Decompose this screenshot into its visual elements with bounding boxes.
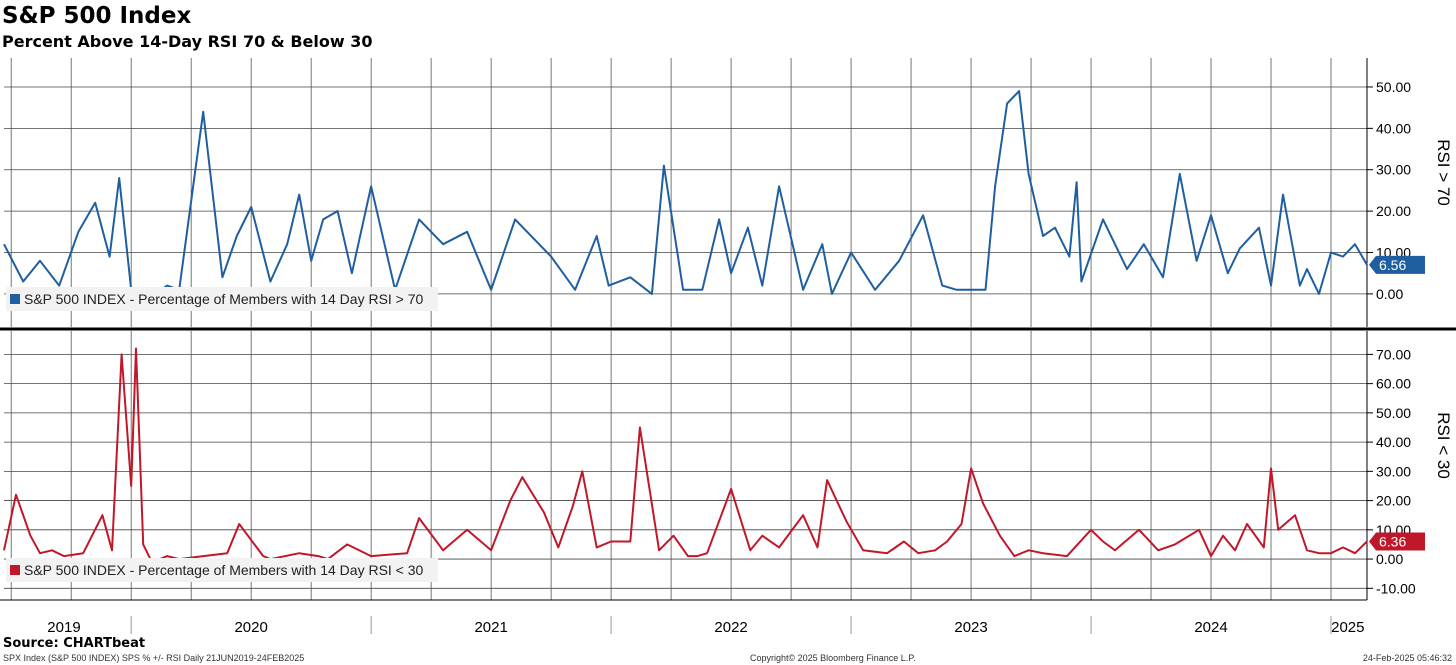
last-value-bg xyxy=(1369,532,1425,551)
y-tick-label: 50.00 xyxy=(1376,79,1411,95)
source-label: Source: CHARTbeat xyxy=(3,636,146,651)
y-tick-label: 60.00 xyxy=(1376,376,1411,392)
y-tick-label: 50.00 xyxy=(1376,405,1411,421)
x-tick-label: 2021 xyxy=(474,619,507,636)
last-value-tag-upper: 6.56 xyxy=(1369,255,1425,274)
last-value-text: 6.36 xyxy=(1379,534,1406,550)
series-line-upper xyxy=(3,90,1368,295)
x-tick-label: 2023 xyxy=(954,619,987,636)
x-tick-label: 2024 xyxy=(1194,619,1227,636)
y-tick-label: -10.00 xyxy=(1376,580,1416,596)
legend-upper: S&P 500 INDEX - Percentage of Members wi… xyxy=(6,287,438,311)
y-axis-title: RSI < 30 xyxy=(1434,412,1453,479)
x-axis: 2019 2020 2021 2022 2023 2024 2025 xyxy=(0,599,1367,636)
last-value-bg xyxy=(1369,255,1425,274)
y-axis-title: RSI > 70 xyxy=(1434,139,1453,206)
y-tick-label: 70.00 xyxy=(1376,346,1411,362)
panel-lower: -10.000.0010.0020.0030.0040.0050.0060.00… xyxy=(3,331,1453,600)
y-tick-label: 0.00 xyxy=(1376,551,1403,567)
x-tick-label: 2022 xyxy=(714,619,747,636)
y-tick-label: 40.00 xyxy=(1376,434,1411,450)
x-tick-label: 2025 xyxy=(1331,619,1364,636)
chart-title: S&P 500 Index xyxy=(2,3,192,29)
y-tick-label: 30.00 xyxy=(1376,463,1411,479)
last-value-tag-lower: 6.36 xyxy=(1369,532,1425,551)
y-tick-label: 20.00 xyxy=(1376,493,1411,509)
legend-label: S&P 500 INDEX - Percentage of Members wi… xyxy=(24,291,424,307)
footer-copyright: Copyright© 2025 Bloomberg Finance L.P. xyxy=(750,653,916,663)
legend-bg xyxy=(6,558,438,582)
footer-timestamp: 24-Feb-2025 05:46:32 xyxy=(1362,653,1452,663)
y-tick-label: 0.00 xyxy=(1376,286,1403,302)
y-tick-label: 40.00 xyxy=(1376,120,1411,136)
last-value-text: 6.56 xyxy=(1379,257,1406,273)
x-tick-label: 2020 xyxy=(234,619,267,636)
chart-subtitle: Percent Above 14-Day RSI 70 & Below 30 xyxy=(2,32,373,51)
x-tick-label: 2019 xyxy=(47,619,80,636)
legend-label: S&P 500 INDEX - Percentage of Members wi… xyxy=(24,562,424,578)
legend-swatch xyxy=(10,565,20,575)
series-line-lower xyxy=(3,347,1368,561)
legend-bg xyxy=(6,287,438,311)
y-tick-label: 20.00 xyxy=(1376,203,1411,219)
footer-left: SPX Index (S&P 500 INDEX) SPS % +/- RSI … xyxy=(3,653,305,663)
legend-swatch xyxy=(10,294,20,304)
legend-lower: S&P 500 INDEX - Percentage of Members wi… xyxy=(6,558,438,582)
y-tick-label: 30.00 xyxy=(1376,162,1411,178)
